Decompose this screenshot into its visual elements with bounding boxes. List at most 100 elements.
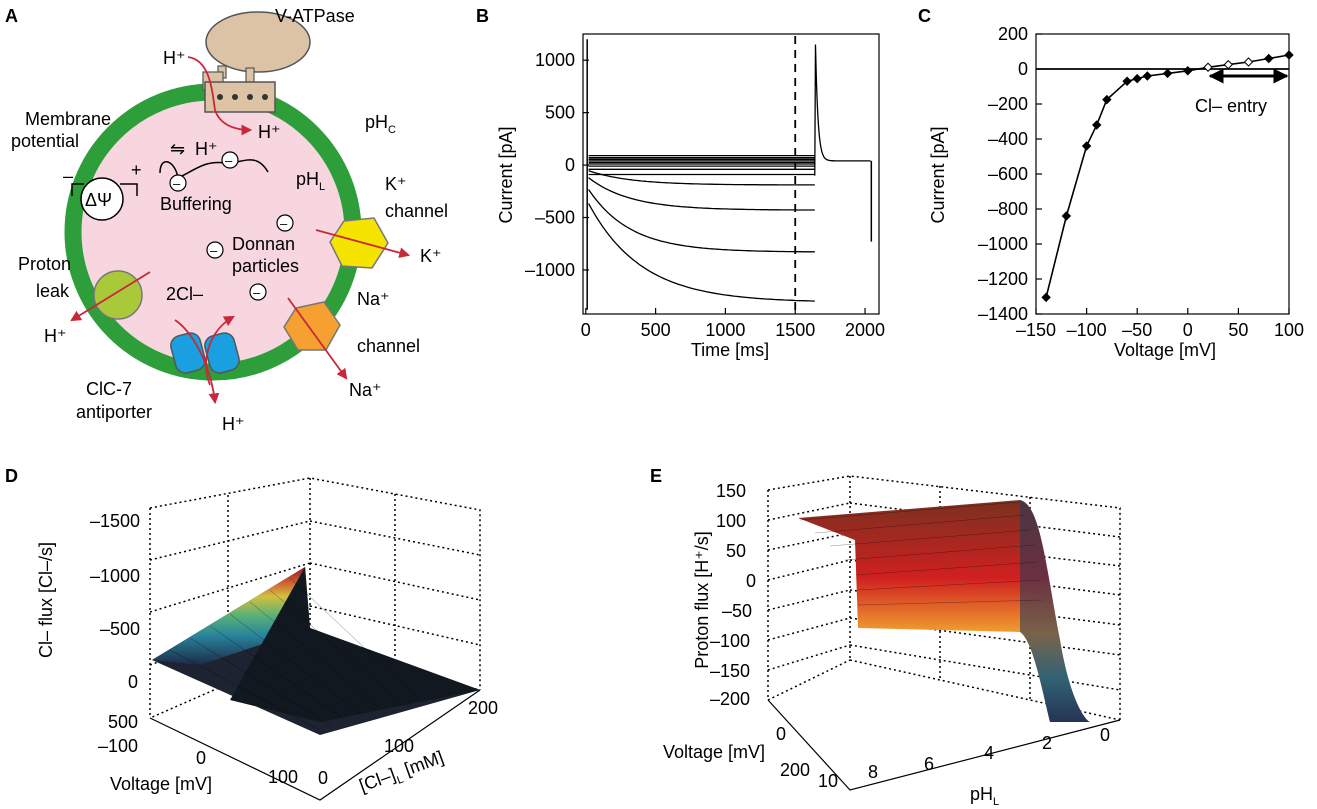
chart-b-xtick-label: 1500	[775, 320, 815, 340]
v-atpase-head-icon	[205, 11, 311, 73]
chart-c-point	[1223, 59, 1233, 70]
chart-c-ytick-label: –200	[988, 94, 1028, 114]
chart-c-point	[1132, 73, 1142, 84]
chart-c-point	[1142, 71, 1153, 81]
plus-sign: +	[131, 160, 142, 180]
chart-c-xtick-label: 100	[1274, 320, 1304, 340]
minus-sign: –	[63, 166, 73, 186]
buffering-label: Buffering	[160, 194, 232, 214]
chart-c-ylabel: Current [pA]	[928, 126, 948, 223]
plot-d-ztick-5: 500	[108, 712, 138, 732]
h-plus-inside: H⁺	[258, 122, 281, 142]
plot-e-ytick-6: 0	[1100, 725, 1110, 745]
chart-b: Current [pA] Time [ms] 0 500 1000 1500 2000 –…	[496, 33, 885, 360]
panel-a-label: A	[5, 6, 18, 26]
proton-leak-line1: Proton	[18, 254, 71, 274]
chart-b-trace	[588, 177, 815, 211]
chart-c-point	[1162, 68, 1173, 79]
plot-e-xlabel: Voltage [mV]	[663, 742, 765, 762]
membrane-potential-line1: Membrane	[25, 109, 111, 129]
panel-c-label: C	[918, 6, 931, 26]
plot-e-ztick-1: 150	[716, 481, 746, 501]
proton-leak-line2: leak	[36, 281, 70, 301]
chart-b-ytick-label: 500	[545, 103, 575, 123]
plot-e-ytick-4: 4	[984, 743, 994, 763]
plot-e-ylabel: pHL	[970, 784, 999, 808]
plot-e-zlabel: Proton flux [H⁺/s]	[692, 531, 712, 669]
svg-text:–: –	[225, 153, 233, 168]
v-atpase-label: V-ATPase	[275, 6, 355, 26]
chart-c-point	[1081, 141, 1092, 151]
chart-c-point	[1122, 76, 1132, 86]
chart-b-ytick-label: –500	[535, 208, 575, 228]
plot-d-ytick-1: 0	[318, 768, 328, 788]
chart-c-point	[1092, 120, 1102, 130]
plot-d-xtick-3: 100	[268, 767, 298, 787]
plot-e-ztick-4: 0	[746, 571, 756, 591]
chart-c-annotation: Cl– entry	[1195, 96, 1267, 116]
k-channel-line1: K⁺	[385, 174, 407, 194]
ph-c-label: pHC	[365, 112, 396, 136]
chart-b-xtick-label: 2000	[845, 320, 885, 340]
panel-e-label: E	[650, 466, 662, 486]
plot-e-ztick-6: –100	[710, 631, 750, 651]
chart-c-xtick-label: 50	[1228, 320, 1248, 340]
chart-b-xtick-label: 1000	[705, 320, 745, 340]
chart-b-xtick-label: 500	[641, 320, 671, 340]
plot-d-ytick-2: 100	[384, 736, 414, 756]
chart-c-point	[1264, 53, 1274, 64]
surface-plot-d: Cl– flux [Cl–/s] –1500 –1000 –500 0 500 …	[36, 477, 498, 801]
chart-c-point	[1183, 66, 1193, 76]
plot-e-xtick-1: –200	[710, 689, 750, 709]
svg-text:–: –	[280, 216, 288, 231]
delta-psi-label: ΔΨ	[85, 190, 112, 210]
chart-b-trace	[588, 170, 815, 186]
plot-e-ytick-5: 2	[1042, 733, 1052, 753]
h-plus-top: H⁺	[163, 48, 186, 68]
plot-e-ytick-1: 10	[818, 771, 838, 791]
chart-c-ytick-label: 200	[998, 24, 1028, 44]
chart-c-xlabel: Voltage [mV]	[1114, 340, 1216, 360]
plot-d-xtick-1: –100	[98, 736, 138, 756]
clc7-line2: antiporter	[76, 402, 152, 422]
chart-c-ytick-label: –1000	[978, 234, 1028, 254]
chart-b-ylabel: Current [pA]	[496, 126, 516, 223]
k-channel-line2: channel	[385, 201, 448, 221]
vesicle-diagram: V-ATPase H⁺ H⁺ Membrane potential pHC – …	[11, 6, 448, 434]
chart-c-xtick-label: –100	[1067, 320, 1107, 340]
plot-e-xtick-2: 0	[776, 724, 786, 744]
delta-psi-icon	[80, 177, 124, 221]
plot-d-ytick-3: 200	[468, 698, 498, 718]
plot-d-ztick-2: –1000	[90, 566, 140, 586]
chart-c-point	[1243, 57, 1254, 67]
k-channel-icon	[329, 217, 389, 269]
plot-e-ztick-3: 50	[726, 541, 746, 561]
chart-c-xtick-label: 0	[1183, 320, 1193, 340]
plot-e-ztick-7: –150	[710, 661, 750, 681]
chart-c-point	[1102, 94, 1112, 105]
chart-b-frame	[582, 33, 880, 315]
chart-c-ytick-label: –1400	[978, 304, 1028, 324]
plot-e-xtick-3: 200	[780, 760, 810, 780]
chart-c-ytick-label: –600	[988, 164, 1028, 184]
plot-e-ztick-2: 100	[716, 511, 746, 531]
svg-text:–: –	[210, 243, 218, 258]
plot-e-ytick-2: 8	[868, 762, 878, 782]
clc7-line1: ClC-7	[86, 379, 132, 399]
chart-b-trace	[588, 203, 815, 302]
chart-c-point	[1041, 292, 1051, 303]
chart-b-tail-transient	[814, 44, 871, 176]
two-cl-label: 2Cl–	[166, 284, 203, 304]
plot-d-ztick-3: –500	[100, 619, 140, 639]
plot-d-xtick-2: 0	[196, 748, 206, 768]
h-plus-antiporter: H⁺	[222, 414, 245, 434]
chart-c-point	[1203, 62, 1213, 72]
chart-c-xtick-label: –150	[1016, 320, 1056, 340]
chart-b-trace	[588, 189, 815, 253]
plot-d-ztick-4: 0	[128, 672, 138, 692]
membrane-potential-line2: potential	[11, 131, 79, 151]
chart-c-ytick-label: –1200	[978, 269, 1028, 289]
na-out-label: Na⁺	[349, 380, 382, 400]
chart-b-ytick-label: –1000	[525, 260, 575, 280]
na-channel-line2: channel	[357, 336, 420, 356]
